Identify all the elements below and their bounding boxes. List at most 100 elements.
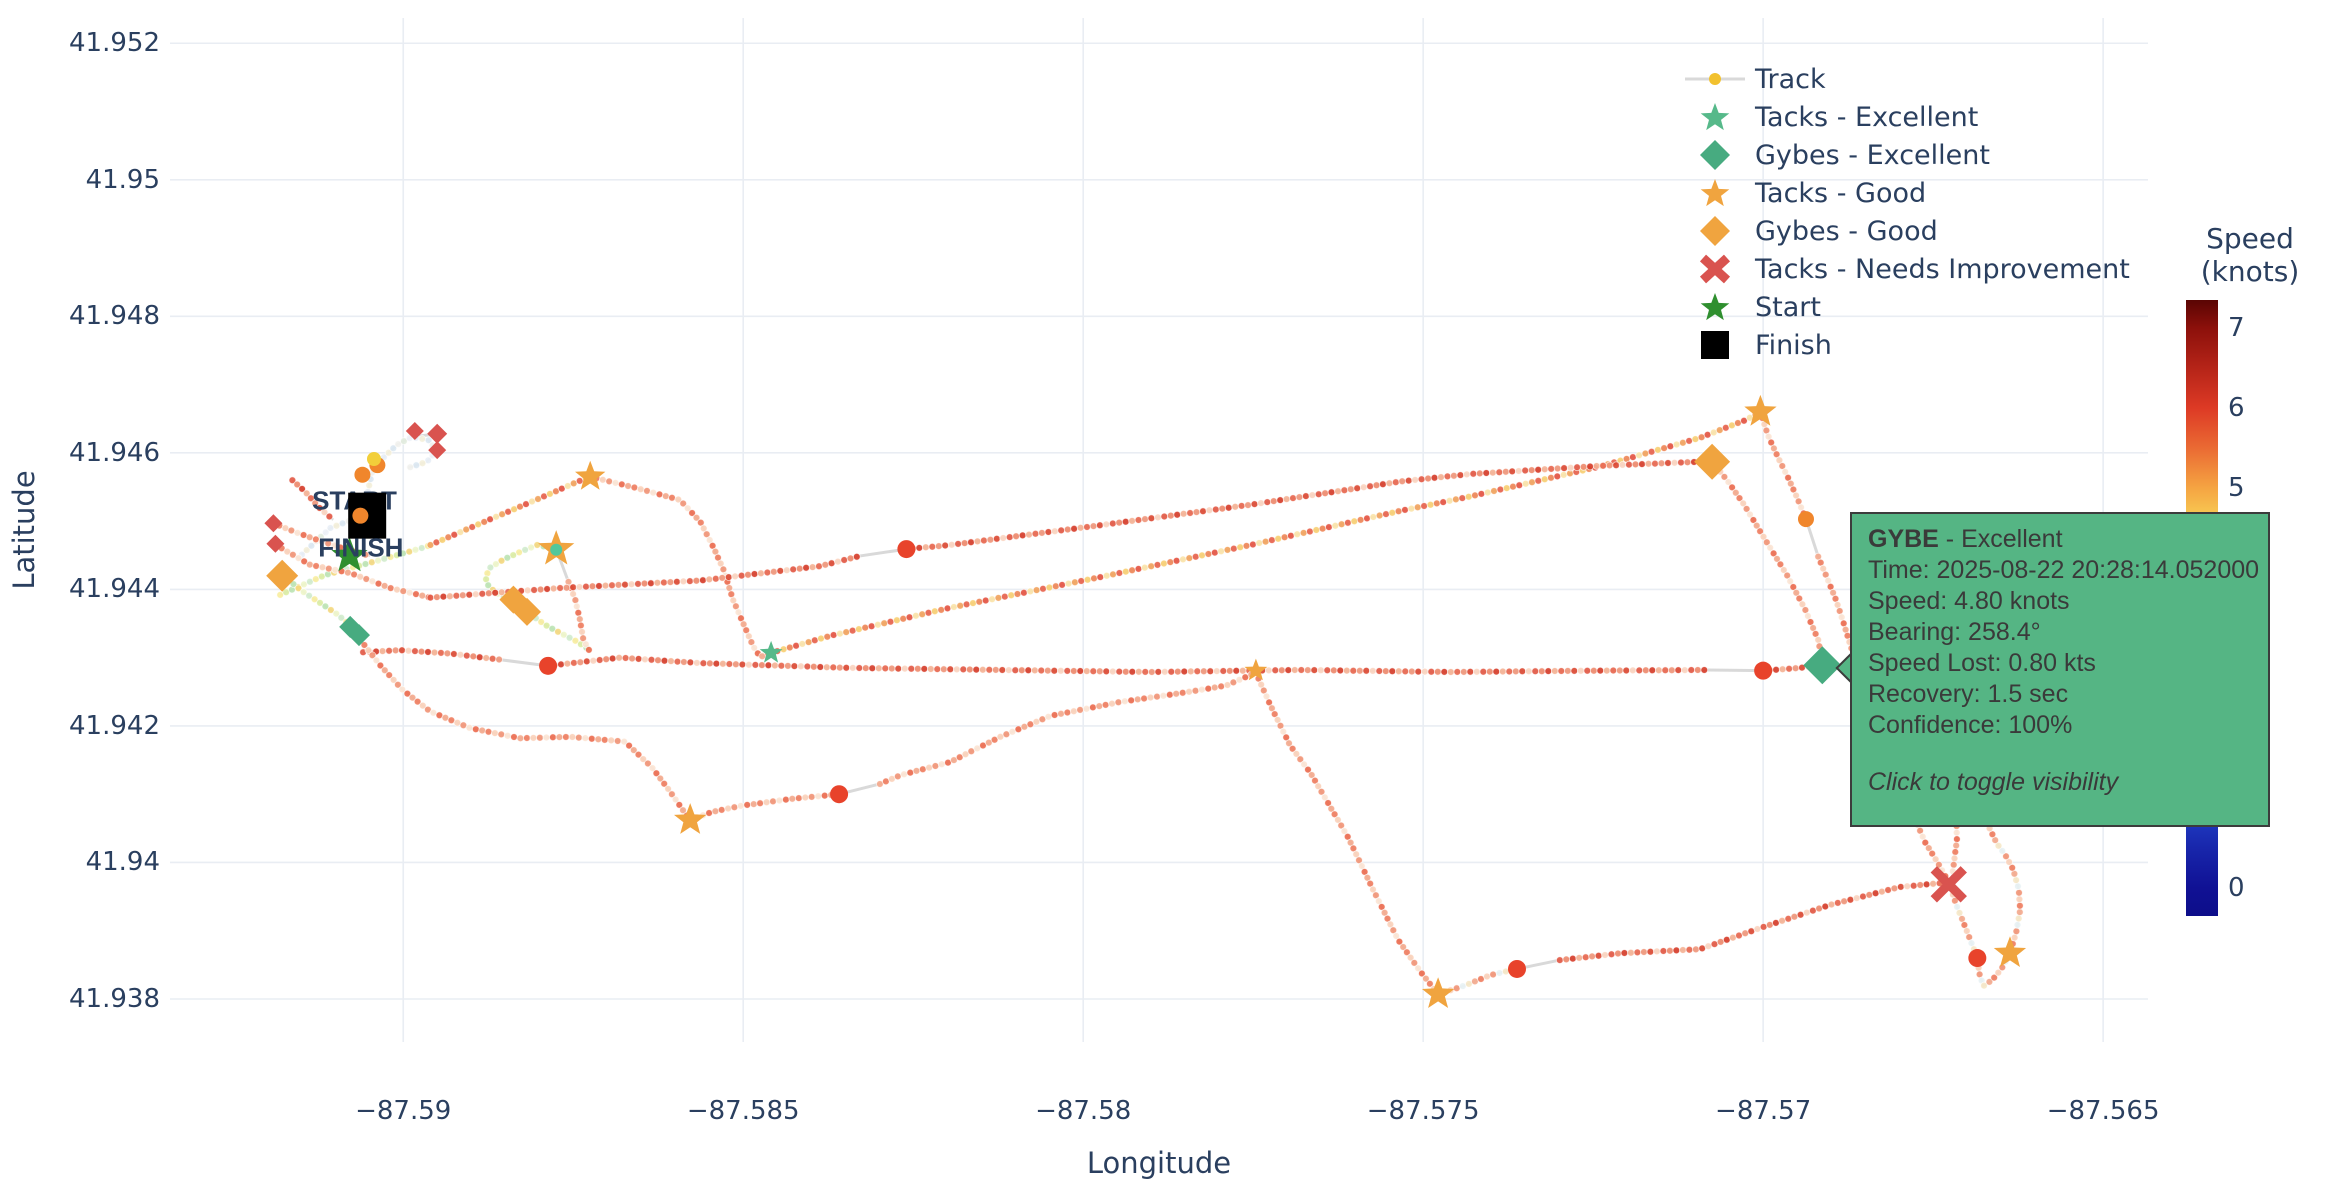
track-point[interactable] (1192, 508, 1201, 516)
track-point[interactable] (1540, 475, 1549, 484)
track-point[interactable] (1509, 482, 1517, 491)
track-point[interactable] (1327, 804, 1336, 813)
track-point[interactable] (1414, 964, 1422, 973)
track-point[interactable] (1657, 459, 1666, 468)
track-point[interactable] (1012, 532, 1020, 541)
track-point[interactable] (1909, 881, 1918, 890)
track-point[interactable] (1692, 945, 1700, 954)
track-dot-red[interactable] (1507, 959, 1526, 978)
track-point[interactable] (1153, 692, 1161, 701)
track-point[interactable] (399, 587, 408, 595)
track-point[interactable] (641, 655, 649, 664)
track-point[interactable] (928, 542, 937, 551)
track-point[interactable] (1495, 468, 1504, 477)
track-point[interactable] (2014, 882, 2022, 891)
track-point[interactable] (475, 653, 484, 661)
track-point[interactable] (1160, 559, 1168, 568)
tack-good-marker[interactable] (1422, 977, 1455, 1008)
track-point[interactable] (1659, 947, 1668, 955)
track-point[interactable] (1314, 782, 1322, 790)
track-point[interactable] (810, 636, 819, 645)
track-point[interactable] (1306, 527, 1314, 536)
track-point[interactable] (385, 646, 393, 655)
track-point[interactable] (1363, 514, 1371, 523)
track-point[interactable] (1224, 503, 1233, 512)
track-point[interactable] (725, 584, 734, 592)
track-point[interactable] (1599, 461, 1607, 470)
track-point[interactable] (1450, 471, 1458, 480)
track-point[interactable] (1557, 667, 1566, 675)
track-point[interactable] (433, 593, 441, 601)
track-point[interactable] (975, 597, 984, 606)
track-point[interactable] (1865, 891, 1874, 899)
track-point[interactable] (1372, 481, 1381, 490)
track-point[interactable] (1382, 510, 1390, 518)
track-point[interactable] (1756, 527, 1764, 535)
track-point[interactable] (380, 666, 389, 675)
track-point[interactable] (699, 659, 708, 667)
track-point[interactable] (400, 437, 408, 445)
track-point[interactable] (1614, 949, 1622, 958)
track-point[interactable] (1317, 666, 1325, 674)
track-point[interactable] (1379, 480, 1387, 489)
legend-item-finish[interactable]: Finish (1683, 326, 2130, 364)
track-point[interactable] (389, 444, 398, 453)
track-point[interactable] (679, 499, 687, 508)
track-point[interactable] (639, 755, 647, 763)
track-point[interactable] (820, 791, 829, 800)
track-point[interactable] (758, 661, 766, 669)
track-point[interactable] (629, 746, 638, 754)
track-point[interactable] (1998, 847, 2007, 855)
track-point[interactable] (1287, 531, 1295, 540)
track-point[interactable] (1276, 496, 1284, 504)
track-point[interactable] (575, 583, 584, 591)
track-point[interactable] (1994, 968, 2003, 977)
track-point[interactable] (412, 590, 420, 598)
track-point[interactable] (1916, 881, 1924, 889)
track-point[interactable] (692, 576, 701, 585)
track-point[interactable] (628, 654, 636, 663)
track-point[interactable] (1076, 706, 1084, 714)
track-point[interactable] (536, 733, 544, 742)
track-point[interactable] (1495, 969, 1504, 977)
track-point[interactable] (822, 663, 831, 671)
track-point[interactable] (1025, 530, 1033, 539)
track-point[interactable] (941, 541, 949, 550)
track-point[interactable] (1244, 501, 1252, 509)
track-point[interactable] (1108, 699, 1116, 708)
track-point[interactable] (1280, 533, 1289, 541)
track-point[interactable] (424, 705, 432, 714)
track-point[interactable] (1063, 667, 1072, 675)
track-point[interactable] (630, 483, 639, 492)
track-point[interactable] (595, 582, 603, 590)
track-point[interactable] (1406, 953, 1415, 962)
track-point[interactable] (1237, 502, 1246, 510)
track-point[interactable] (912, 611, 920, 620)
track-point[interactable] (386, 584, 395, 592)
track-point[interactable] (1206, 667, 1215, 675)
track-point[interactable] (462, 651, 471, 660)
track-point[interactable] (289, 550, 297, 559)
track-point[interactable] (886, 617, 895, 626)
track-point[interactable] (1141, 563, 1149, 572)
track-point[interactable] (1186, 509, 1194, 517)
track-point[interactable] (1392, 478, 1400, 487)
gybe-needs-marker[interactable] (264, 514, 283, 533)
track-point[interactable] (568, 733, 577, 741)
track-point[interactable] (1308, 491, 1317, 499)
track-point[interactable] (705, 809, 713, 817)
track-point[interactable] (1648, 666, 1657, 675)
track-point[interactable] (1694, 666, 1702, 674)
track-point[interactable] (1759, 923, 1768, 931)
track-point[interactable] (1070, 667, 1078, 675)
track-point[interactable] (732, 660, 740, 669)
track-point[interactable] (782, 566, 791, 574)
track-point[interactable] (1499, 667, 1507, 676)
track-point[interactable] (1629, 666, 1637, 675)
track-point[interactable] (1464, 492, 1473, 501)
track-point[interactable] (1463, 470, 1471, 479)
track-point[interactable] (549, 584, 558, 593)
track-point[interactable] (1772, 665, 1780, 674)
track-point[interactable] (394, 680, 402, 689)
track-point[interactable] (1039, 584, 1047, 593)
